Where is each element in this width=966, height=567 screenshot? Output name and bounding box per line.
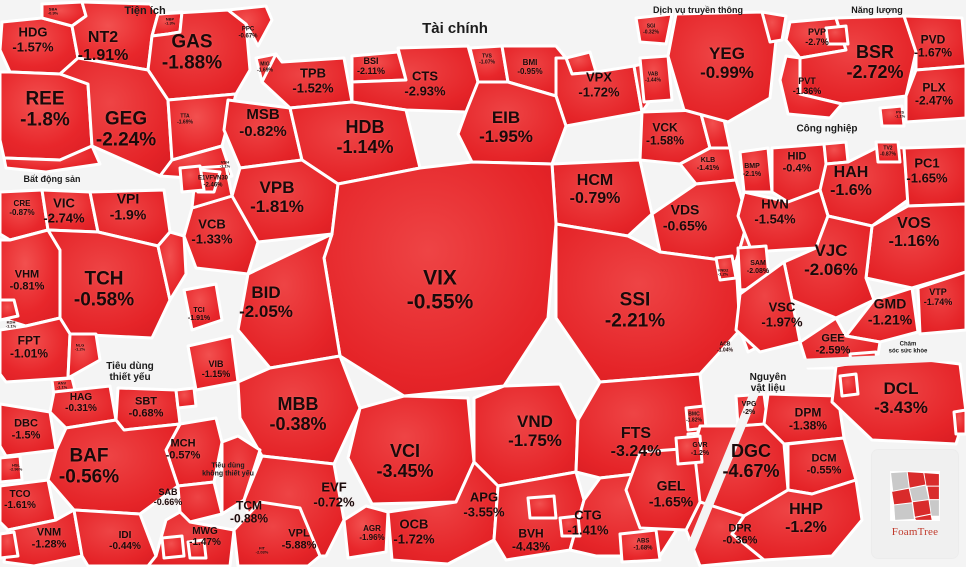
group-cham-soc-suc-khoe[interactable] [830,354,966,446]
group-cong-nghiep[interactable] [734,140,966,374]
foamtree-voronoi-icon [890,471,940,521]
group-nang-luong[interactable] [778,14,966,128]
group-nguyen-vat-lieu[interactable] [624,392,864,567]
group-tieu-dung-thiet-yeu[interactable] [0,376,322,567]
foamtree-logo: FoamTree [872,450,958,558]
group-bat-dong-san[interactable] [0,188,188,384]
group-tien-ich[interactable] [0,0,274,182]
sector-divider [681,351,966,562]
group-dich-vu-truyen-thong[interactable] [634,10,788,124]
foamtree-wordmark: FoamTree [891,526,939,538]
